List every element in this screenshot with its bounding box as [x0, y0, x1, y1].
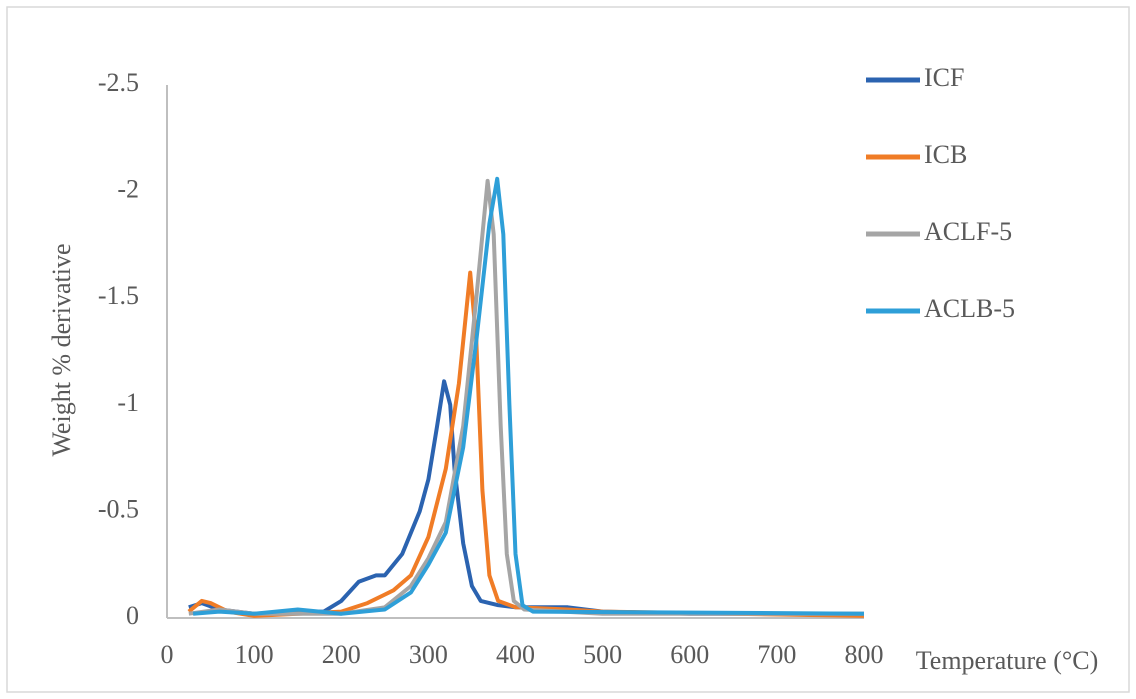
legend-label: ICF	[924, 63, 964, 92]
x-tick-label: 500	[583, 640, 622, 669]
y-tick-label: -2	[117, 175, 139, 204]
y-tick-label: -0.5	[98, 494, 139, 523]
y-tick-label: -1	[117, 388, 139, 417]
x-tick-label: 200	[322, 640, 361, 669]
data-line	[192, 176, 865, 616]
y-axis-title: Weight % derivative	[47, 243, 76, 456]
x-tick-label: 0	[161, 640, 174, 669]
x-tick-label: 800	[845, 640, 884, 669]
x-tick-label: 700	[757, 640, 796, 669]
y-tick-label: -1.5	[98, 281, 139, 310]
y-tick-label: -2.5	[98, 68, 139, 97]
x-tick-label: 100	[235, 640, 274, 669]
chart-frame	[6, 6, 1130, 693]
legend-label: ACLB-5	[924, 294, 1015, 323]
x-tick-label: 600	[670, 640, 709, 669]
y-tick-label: 0	[126, 601, 139, 630]
legend-label: ICB	[924, 140, 967, 169]
x-axis-title: Temperature (°C)	[916, 646, 1099, 675]
x-tick-label: 300	[409, 640, 448, 669]
legend-label: ACLF-5	[924, 217, 1012, 246]
x-tick-label: 400	[496, 640, 535, 669]
